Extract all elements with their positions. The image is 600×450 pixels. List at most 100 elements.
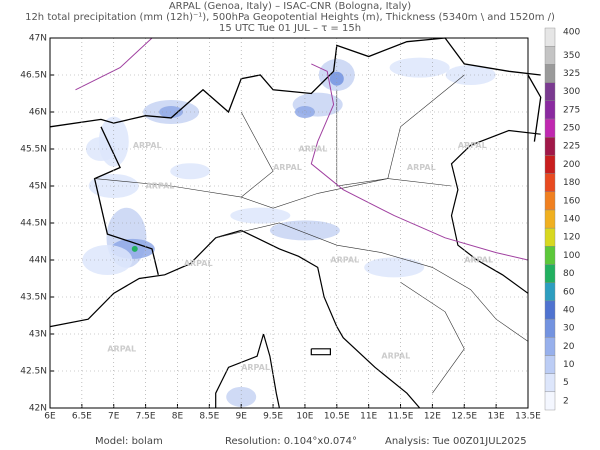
lat-label: 45N [29, 182, 47, 192]
colorbar-swatch [544, 264, 556, 283]
colorbar-label: 20 [563, 342, 575, 352]
colorbar-swatch [544, 118, 556, 138]
colorbar-swatch [544, 100, 556, 120]
map: ARPAL ARPAL ARPAL ARPAL ARPAL ARPAL ARPAL ARPAL… [49, 37, 542, 409]
lat-label: 43.5N [20, 293, 47, 303]
colorbar-swatch [544, 136, 556, 156]
lat-label: 44N [29, 256, 47, 266]
lat-label: 42N [29, 404, 47, 414]
precipitation-area [226, 386, 257, 407]
watermark: ARPAL [273, 163, 302, 172]
watermark: ARPAL [184, 259, 213, 268]
lat-label: 46N [29, 108, 47, 118]
watermark: ARPAL [107, 344, 136, 353]
precipitation-area [230, 207, 291, 224]
header-line: ARPAL (Genoa, Italy) – ISAC-CNR (Bologna… [169, 1, 411, 12]
colorbar-swatch [544, 318, 556, 338]
country-border [527, 74, 542, 142]
coastline [215, 333, 265, 408]
lat-label: 44.5N [20, 219, 47, 229]
colorbar-label: 80 [563, 269, 575, 279]
footer-model: Model: bolam [95, 436, 163, 447]
lon-label: 11E [360, 412, 377, 422]
colorbar-label: 325 [563, 69, 580, 79]
coastline [450, 129, 541, 294]
lon-label: 12.5E [451, 412, 477, 422]
precipitation-area [170, 163, 211, 180]
colorbar-label: 400 [563, 28, 580, 38]
colorbar-label: 200 [563, 160, 580, 170]
lon-label: 7E [108, 412, 120, 422]
header-line: 12h total precipitation (mm (12h)⁻¹), 50… [25, 12, 555, 23]
region-border [336, 74, 465, 187]
contour-line [310, 63, 529, 261]
colorbar-label: 275 [563, 105, 580, 115]
colorbar-swatch [544, 191, 556, 211]
colorbar-swatch [544, 64, 556, 83]
lat-label: 45.5N [20, 145, 47, 155]
precipitation-area [294, 106, 315, 118]
header-line: 15 UTC Tue 01 JUL – τ = 15h [219, 23, 361, 34]
colorbar-label: 120 [563, 233, 580, 243]
colorbar-label: 250 [563, 124, 580, 134]
colorbar-label: 225 [563, 142, 580, 152]
lon-label: 11.5E [388, 412, 414, 422]
watermark: ARPAL [458, 141, 487, 150]
colorbar-swatch [544, 300, 556, 320]
colorbar-label: 30 [563, 324, 575, 334]
colorbar-label: 160 [563, 196, 580, 206]
lon-label: 9E [235, 412, 247, 422]
watermark: ARPAL [146, 182, 175, 191]
colorbar-swatch [544, 355, 556, 374]
lat-label: 43N [29, 330, 47, 340]
footer-analysis: Analysis: Tue 00Z01JUL2025 [385, 436, 527, 447]
colorbar-label: 140 [563, 215, 580, 225]
watermark: ARPAL [299, 145, 328, 154]
colorbar-label: 5 [563, 378, 569, 388]
colorbar-label: 300 [563, 87, 580, 97]
colorbar-swatch [544, 337, 556, 356]
lat-label: 42.5N [20, 367, 47, 377]
precipitation-maximum [131, 245, 138, 252]
colorbar-swatch [544, 27, 556, 47]
watermark: ARPAL [133, 141, 162, 150]
footer-resolution: Resolution: 0.104°x0.074° [225, 436, 357, 447]
coastline [310, 348, 331, 356]
lon-label: 13E [488, 412, 505, 422]
lon-label: 6E [44, 412, 56, 422]
precipitation-area [364, 257, 425, 278]
colorbar-label: 60 [563, 287, 575, 297]
lat-label: 47N [29, 34, 47, 44]
watermark: ARPAL [407, 163, 436, 172]
precipitation-area [389, 57, 450, 78]
colorbar-swatch [544, 282, 556, 302]
colorbar-swatch [544, 373, 556, 393]
colorbar-swatch [544, 45, 556, 65]
colorbar-swatch [544, 209, 556, 229]
colorbar-label: 180 [563, 178, 580, 188]
precipitation-area [82, 245, 133, 275]
watermark: ARPAL [241, 363, 270, 372]
colorbar-label: 10 [563, 360, 575, 370]
colorbar-swatch [544, 82, 556, 101]
contour-line [75, 37, 153, 91]
precipitation-area [159, 106, 184, 118]
region-border [240, 111, 274, 198]
map-frame [49, 37, 529, 409]
lon-label: 9.5E [263, 412, 283, 422]
colorbar-swatch [544, 227, 556, 247]
lon-label: 6.5E [72, 412, 92, 422]
lon-label: 12E [424, 412, 441, 422]
coastline [49, 229, 421, 409]
lon-label: 13.5E [515, 412, 541, 422]
lon-label: 10.5E [324, 412, 350, 422]
watermark: ARPAL [381, 352, 410, 361]
lon-label: 8.5E [199, 412, 219, 422]
colorbar-label: 100 [563, 251, 580, 261]
colorbar-label: 350 [563, 51, 580, 61]
country-border [93, 126, 159, 275]
lon-label: 10E [296, 412, 313, 422]
watermark: ARPAL [330, 256, 359, 265]
